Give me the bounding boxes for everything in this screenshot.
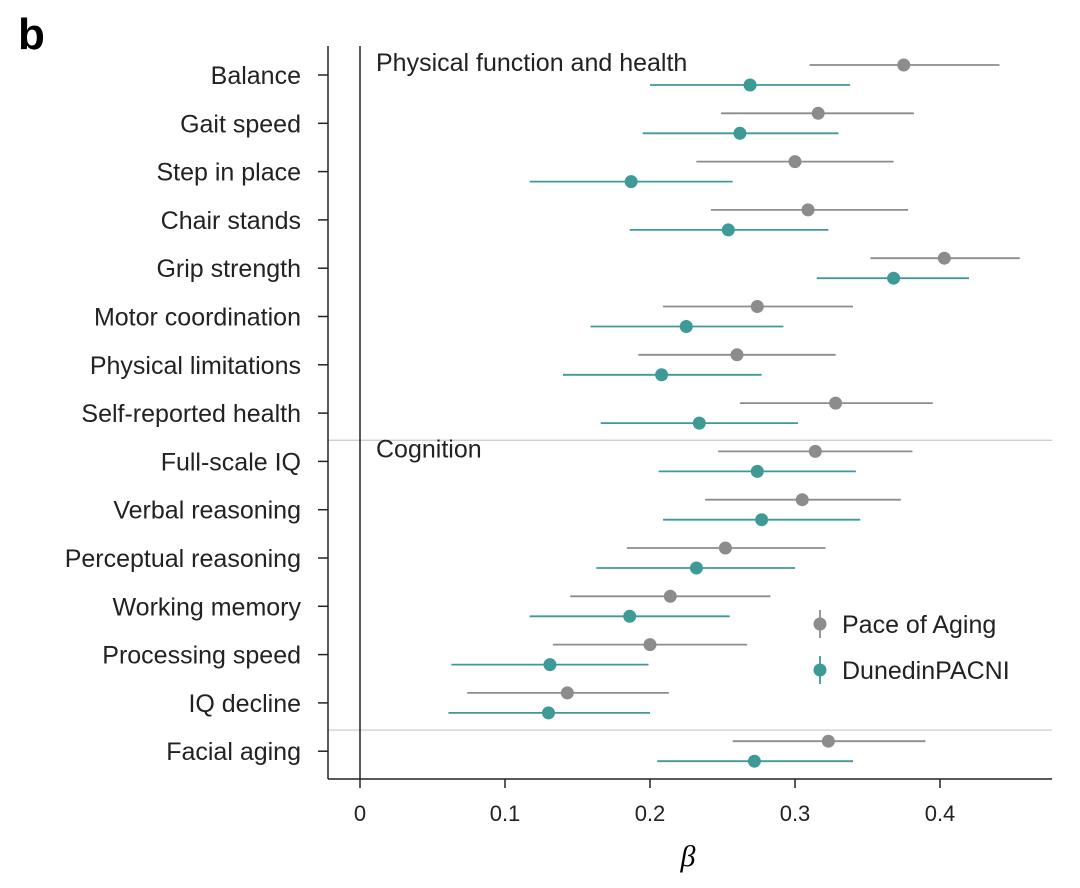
estimate-point bbox=[897, 58, 911, 72]
estimate-point bbox=[801, 203, 815, 217]
estimate-point bbox=[750, 464, 764, 478]
estimate-point bbox=[811, 106, 825, 120]
group-label: Cognition bbox=[376, 435, 482, 463]
x-tick-label: 0.3 bbox=[780, 801, 811, 826]
category-label: Step in place bbox=[156, 159, 301, 187]
category-label: Working memory bbox=[113, 593, 302, 621]
estimate-point bbox=[808, 444, 822, 458]
estimate-point bbox=[623, 609, 637, 623]
category-label: Grip strength bbox=[156, 255, 301, 283]
category-label: Verbal reasoning bbox=[113, 497, 301, 525]
group-labels: Physical function and health Cognition bbox=[376, 49, 687, 463]
x-tick-label: 0 bbox=[354, 801, 366, 826]
estimate-point bbox=[747, 754, 761, 768]
x-axis-label: β bbox=[680, 840, 696, 873]
category-label: Chair stands bbox=[161, 207, 301, 235]
estimate-point bbox=[755, 513, 769, 527]
category-label: Processing speed bbox=[102, 642, 301, 670]
estimate-point bbox=[679, 320, 693, 333]
estimate-point bbox=[692, 416, 706, 430]
legend: Pace of Aging DunedinPACNI bbox=[813, 610, 1010, 685]
estimate-point bbox=[655, 368, 669, 382]
category-label: Gait speed bbox=[180, 110, 301, 138]
estimate-point bbox=[733, 126, 747, 140]
x-tick-label: 0.1 bbox=[490, 801, 521, 826]
category-label: Physical limitations bbox=[90, 352, 301, 380]
estimate-point bbox=[887, 271, 901, 285]
estimate-point bbox=[743, 78, 757, 92]
category-label: Perceptual reasoning bbox=[65, 545, 301, 573]
estimate-point bbox=[788, 155, 802, 169]
estimate-point bbox=[795, 493, 809, 507]
category-labels: Balance Gait speed Step in place Chair stan… bbox=[65, 62, 328, 766]
group-dividers bbox=[328, 439, 1052, 731]
panel-label: b bbox=[18, 10, 45, 59]
category-label: Motor coordination bbox=[94, 304, 301, 332]
category-label: Facial aging bbox=[166, 738, 301, 766]
estimate-point bbox=[643, 638, 657, 652]
group-label: Physical function and health bbox=[376, 49, 687, 77]
estimate-point bbox=[689, 561, 703, 575]
estimate-point bbox=[730, 348, 744, 362]
estimate-point bbox=[718, 541, 732, 555]
estimate-point bbox=[624, 175, 638, 189]
legend-key-point bbox=[813, 663, 827, 677]
category-label: Full-scale IQ bbox=[161, 448, 301, 476]
estimate-point bbox=[821, 734, 835, 748]
x-ticks: 0 0.1 0.2 0.3 0.4 bbox=[354, 779, 955, 826]
legend-key-point bbox=[813, 617, 827, 631]
estimate-point bbox=[543, 658, 557, 672]
x-tick-label: 0.4 bbox=[925, 801, 956, 826]
category-label: Balance bbox=[211, 62, 301, 90]
estimate-point bbox=[542, 706, 555, 720]
category-label: Self-reported health bbox=[81, 400, 301, 428]
estimate-point bbox=[937, 251, 951, 265]
legend-label: DunedinPACNI bbox=[842, 657, 1010, 685]
estimate-point bbox=[750, 300, 764, 313]
estimate-point bbox=[721, 223, 735, 237]
estimate-point bbox=[829, 396, 843, 410]
estimate-point bbox=[560, 686, 574, 700]
x-tick-label: 0.2 bbox=[635, 801, 666, 826]
series-marks bbox=[448, 58, 1020, 768]
legend-label: Pace of Aging bbox=[842, 611, 996, 639]
estimate-point bbox=[663, 589, 677, 603]
category-label: IQ decline bbox=[188, 690, 301, 718]
